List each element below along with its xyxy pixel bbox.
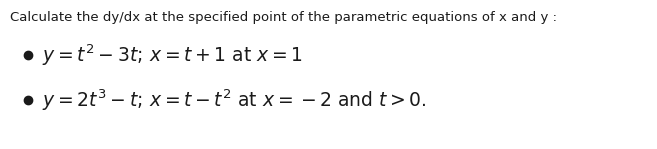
Text: Calculate the dy/dx at the specified point of the parametric equations of x and : Calculate the dy/dx at the specified poi… <box>10 11 557 24</box>
Text: $y = 2t^{3} - t;\, x = t - t^{2}$ at $x = -2$ and $t > 0.$: $y = 2t^{3} - t;\, x = t - t^{2}$ at $x … <box>42 87 426 113</box>
Text: $y = t^{2} - 3t;\, x = t + 1$ at $x = 1$: $y = t^{2} - 3t;\, x = t + 1$ at $x = 1$ <box>42 42 303 68</box>
